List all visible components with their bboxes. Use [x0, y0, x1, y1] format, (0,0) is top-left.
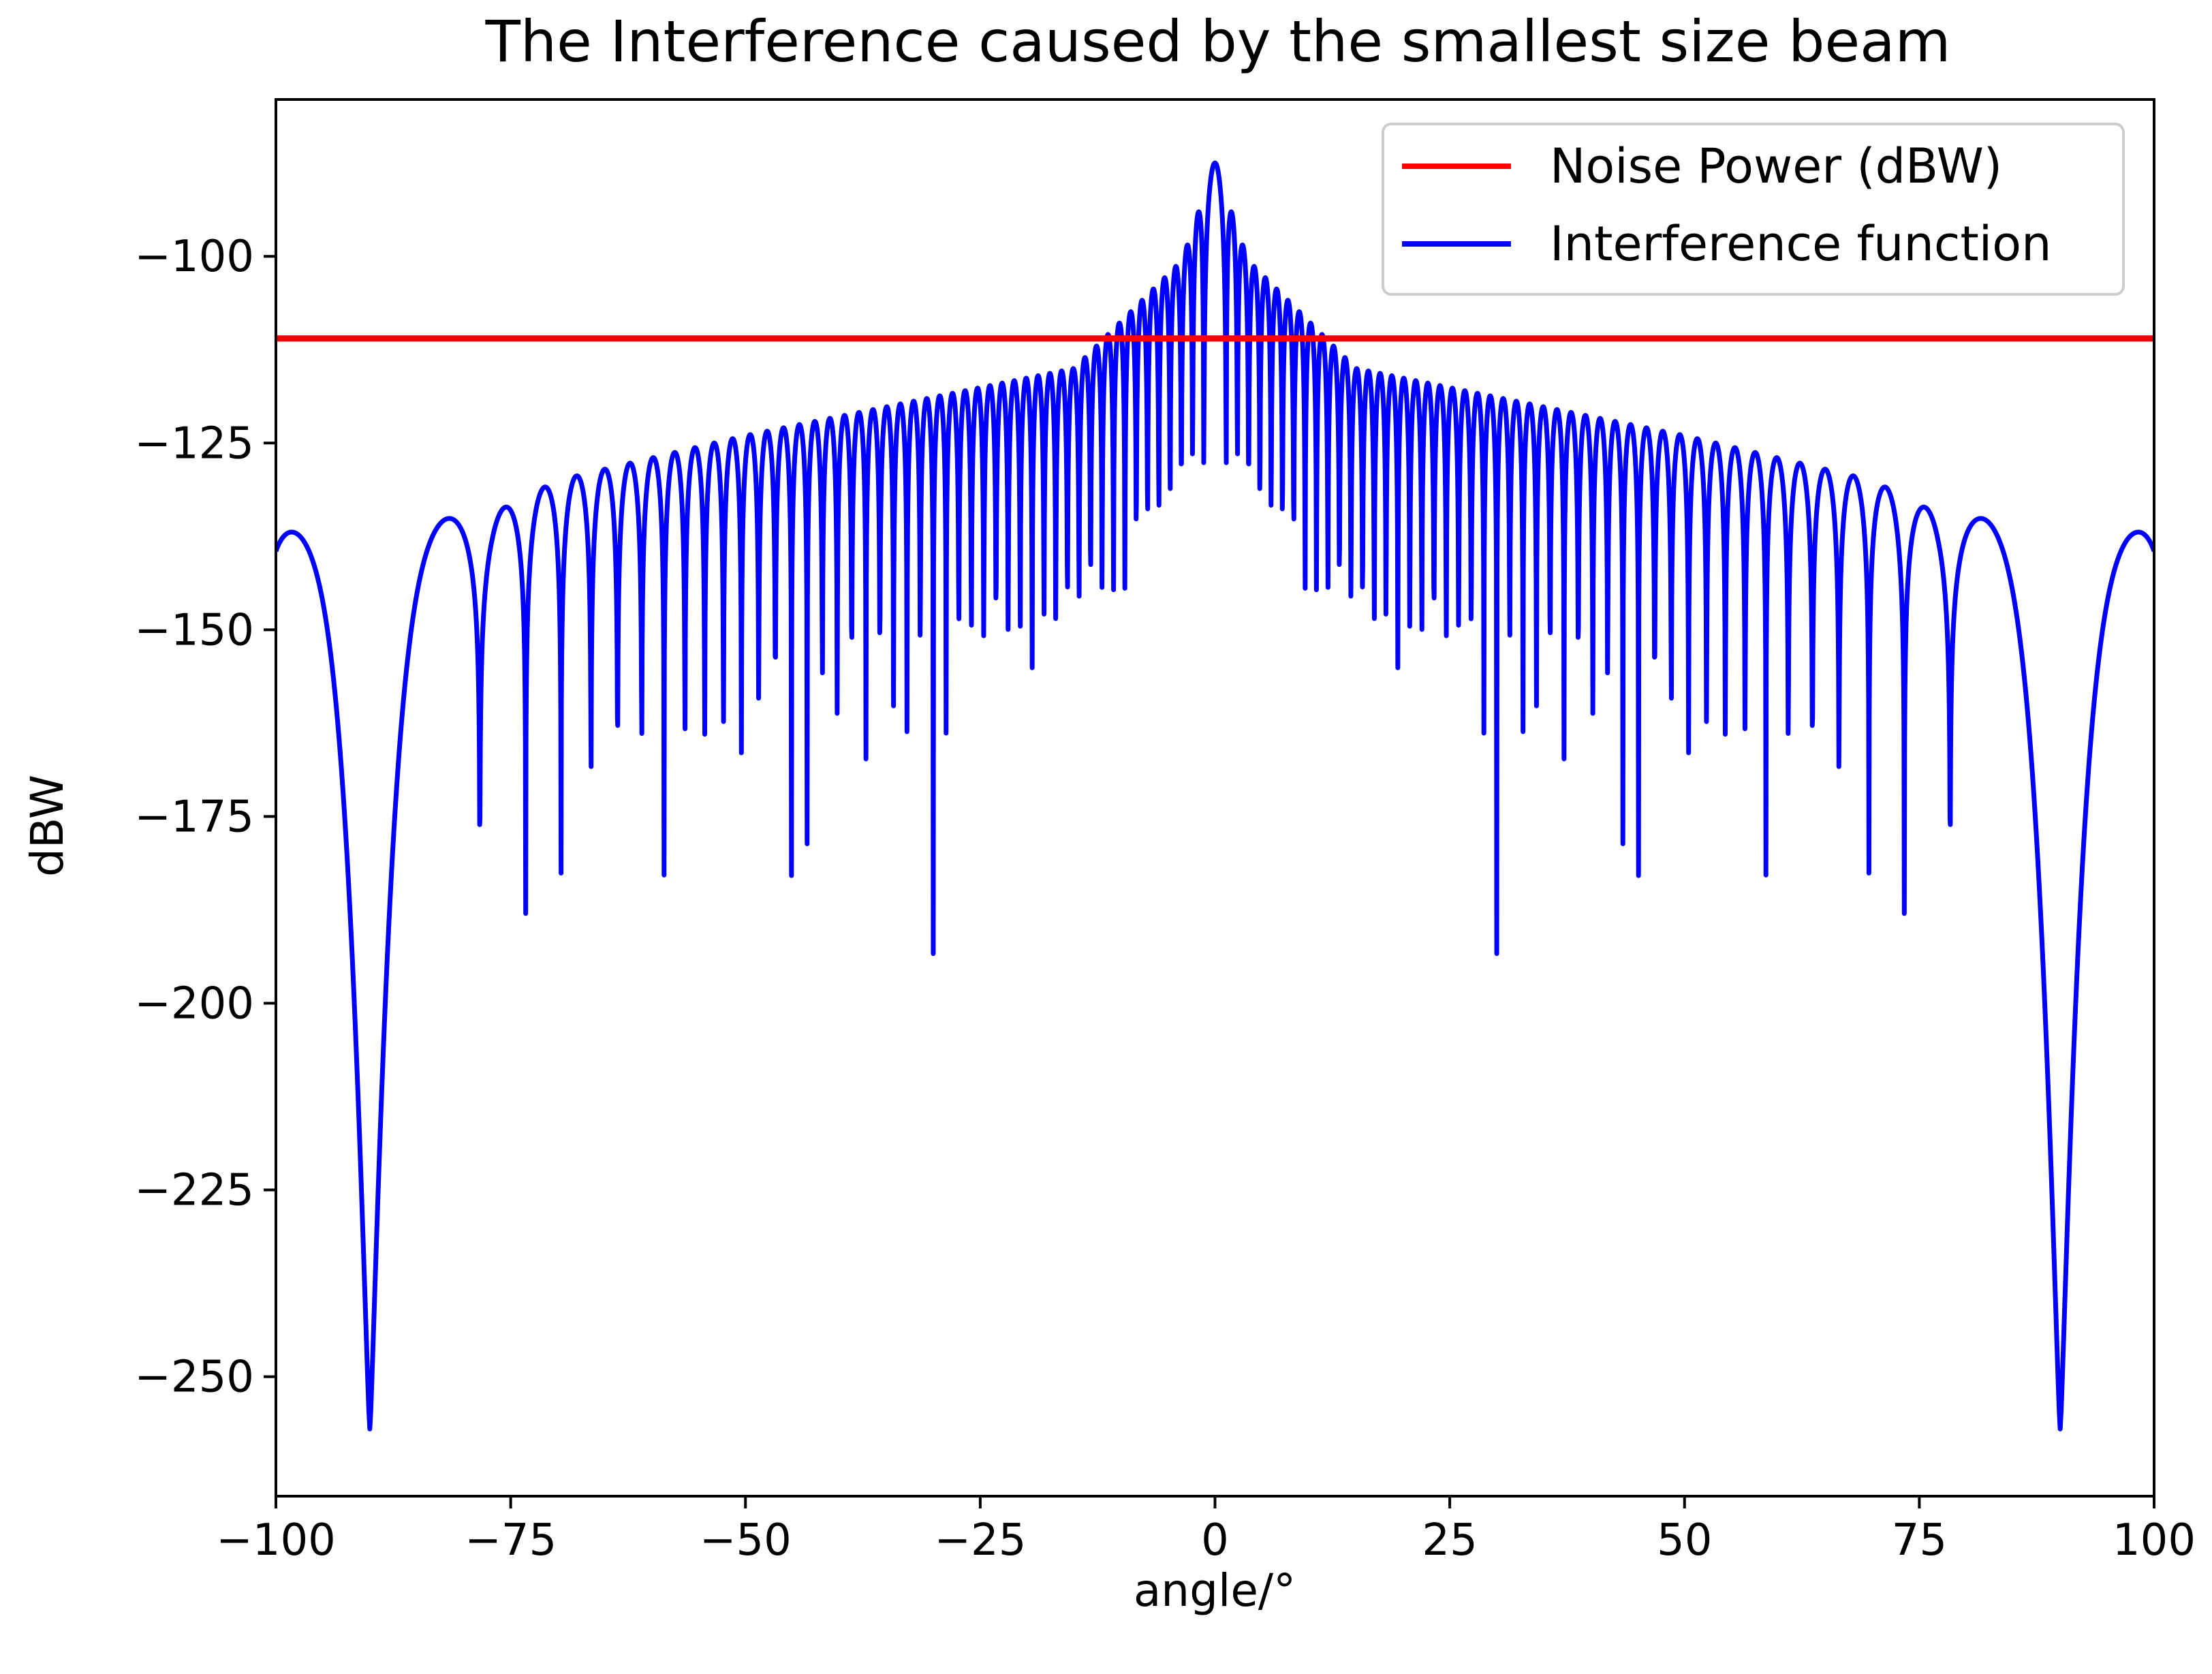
x-tick-label: 50 — [1657, 1515, 1712, 1566]
y-tick-label: −175 — [134, 792, 254, 842]
x-axis: −100 −75 −50 −25 0 25 50 75 100 — [216, 1496, 2196, 1566]
chart-title: The Interference caused by the smallest … — [485, 8, 1951, 75]
x-tick-label: 75 — [1892, 1515, 1947, 1566]
x-tick-label: 25 — [1422, 1515, 1477, 1566]
x-axis-label: angle/° — [1134, 1564, 1296, 1617]
x-tick-label: −50 — [700, 1515, 792, 1566]
x-tick-label: −100 — [216, 1515, 336, 1566]
y-tick-label: −250 — [134, 1352, 254, 1403]
series-interference-line — [276, 160, 2154, 1431]
x-tick-label: −25 — [934, 1515, 1026, 1566]
y-tick-label: −225 — [134, 1166, 254, 1216]
x-tick-label: −75 — [465, 1515, 557, 1566]
legend-frame — [1382, 123, 2125, 296]
legend: Noise Power (dBW) Interference function — [1382, 123, 2125, 296]
legend-label-noise-power: Noise Power (dBW) — [1550, 138, 2002, 194]
legend-label-interference: Interference function — [1550, 216, 2051, 272]
y-tick-label: −125 — [134, 418, 254, 469]
y-tick-label: −100 — [134, 232, 254, 282]
y-tick-label: −200 — [134, 978, 254, 1029]
y-axis: −100 −125 −150 −175 −200 −225 −250 — [134, 232, 276, 1403]
y-tick-label: −150 — [134, 605, 254, 655]
y-axis-label: dBW — [21, 775, 74, 877]
x-tick-label: 100 — [2113, 1515, 2196, 1566]
x-tick-label: 0 — [1201, 1515, 1229, 1566]
